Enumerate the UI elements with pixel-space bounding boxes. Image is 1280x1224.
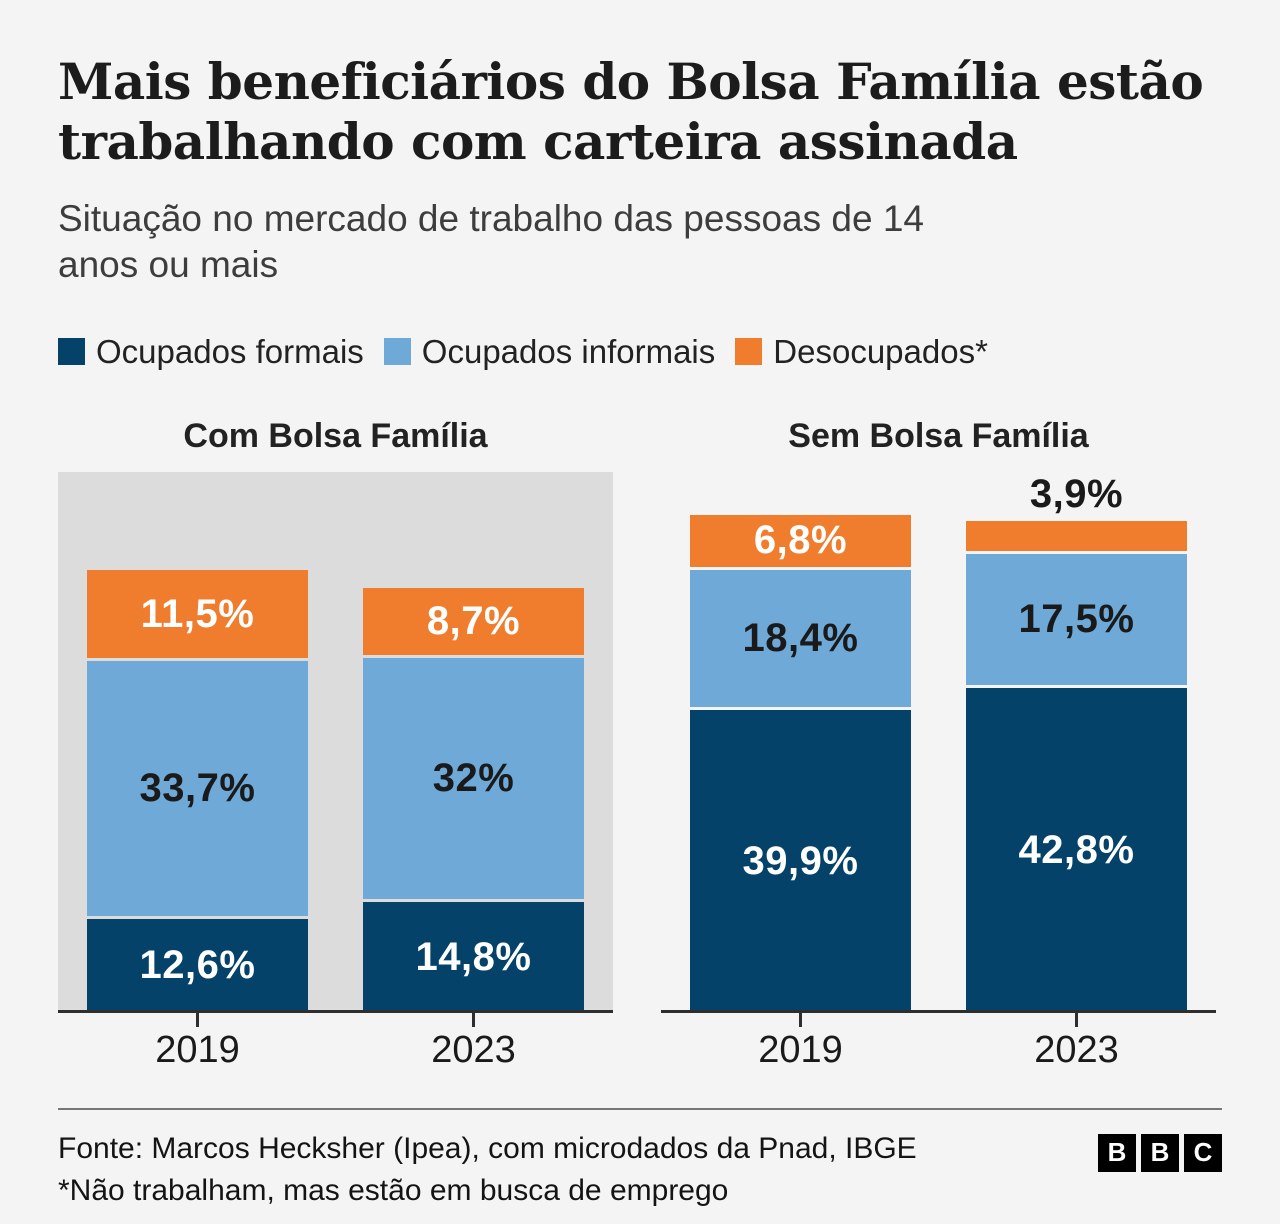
bar-segment: 11,5% [87, 570, 308, 659]
x-axis-label: 2023 [1034, 1028, 1119, 1071]
bars-area: 6,8% 18,4% 39,9% 3,9% 17,5% 42,8% [661, 472, 1216, 1013]
x-axis-label: 2023 [431, 1028, 516, 1071]
bar-segment-label: 17,5% [1018, 597, 1135, 642]
axis-tick [196, 1012, 199, 1027]
bar-segment-label: 18,4% [742, 615, 859, 660]
stacked-bar-2023: 3,9% 17,5% 42,8% [966, 472, 1187, 1013]
legend-label: Ocupados informais [421, 332, 716, 370]
legend: Ocupados formais Ocupados informais Desocu… [58, 333, 1222, 371]
bar-segment-label: 11,5% [140, 591, 255, 636]
x-axis-slot: 2023 [363, 1012, 584, 1072]
source-block: Fonte: Marcos Hecksher (Ipea), com micro… [58, 1128, 917, 1212]
bar-segment-label: 39,9% [742, 838, 859, 883]
chart-plot: 11,5% 33,7% 12,6% 8,7% 32% 14,8% [58, 471, 613, 1013]
bar-segment-label: 6,8% [753, 518, 848, 563]
legend-label: Ocupados formais [96, 332, 364, 370]
bar-segment [966, 521, 1187, 552]
bars-area: 11,5% 33,7% 12,6% 8,7% 32% 14,8% [58, 472, 613, 1013]
page-title-line-2: trabalhando com carteira assinada [58, 112, 1018, 171]
chart-subtitle: Situação no mercado de trabalho das pess… [58, 196, 1222, 289]
legend-item-1: Ocupados formais [58, 333, 364, 371]
chart-group-title: Com Bolsa Família [183, 416, 488, 455]
axis-tick [799, 1012, 802, 1027]
x-axis-slot: 2019 [690, 1012, 911, 1072]
source-divider [58, 1107, 1222, 1110]
bbc-logo-letter-b1: B [1098, 1133, 1136, 1172]
legend-label: Desocupados* [773, 332, 988, 370]
bar-segment: 14,8% [363, 899, 584, 1013]
bar-segment: 32% [363, 654, 584, 900]
chart-group-com-bolsa-familia: Com Bolsa Família 11,5% 33,7% 12,6% 8,7% 32%… [58, 417, 613, 1072]
chart-subtitle-line-2: anos ou mais [58, 244, 279, 286]
chart-subtitle-line-1: Situação no mercado de trabalho das pess… [58, 198, 924, 239]
stacked-bar-2023: 8,7% 32% 14,8% [363, 587, 584, 1013]
bbc-logo-letter-b2: B [1141, 1133, 1179, 1172]
legend-swatch-icon [383, 338, 411, 365]
charts-row: Com Bolsa Família 11,5% 33,7% 12,6% 8,7% 32%… [58, 417, 1222, 1072]
footnote-text: *Não trabalham, mas estão em busca de em… [58, 1173, 729, 1207]
infographic: Mais beneficiários do Bolsa Família estã… [58, 52, 1222, 1072]
bar-segment-label: 3,9% [1029, 472, 1124, 517]
legend-swatch-icon [735, 338, 763, 365]
legend-swatch-icon [58, 338, 85, 365]
legend-item-2: Ocupados informais [383, 332, 716, 371]
bar-segment-label: 32% [432, 755, 515, 800]
bar-segment: 39,9% [690, 707, 911, 1013]
bar-segment-label: 8,7% [426, 598, 521, 643]
bar-segment-label: 42,8% [1018, 827, 1135, 872]
bar-segment: 18,4% [690, 566, 911, 708]
x-axis-labels: 2019 2023 [661, 1012, 1216, 1072]
chart-plot: 6,8% 18,4% 39,9% 3,9% 17,5% 42,8% [661, 472, 1216, 1013]
x-axis-labels: 2019 2023 [58, 1012, 613, 1072]
bar-segment: 12,6% [87, 916, 308, 1013]
source-text: Fonte: Marcos Hecksher (Ipea), com micro… [58, 1131, 917, 1165]
bbc-logo-letter-c: C [1184, 1133, 1222, 1172]
chart-group-title: Sem Bolsa Família [788, 416, 1089, 455]
footer: Fonte: Marcos Hecksher (Ipea), com micro… [0, 1110, 1280, 1212]
x-axis-label: 2019 [758, 1028, 843, 1071]
bar-segment: 33,7% [87, 658, 308, 917]
bar-segment-label: 12,6% [139, 943, 256, 988]
x-axis-slot: 2019 [87, 1012, 308, 1072]
stacked-bar-2019: 6,8% 18,4% 39,9% [690, 514, 911, 1013]
bbc-logo: B B C [1098, 1133, 1222, 1172]
stacked-bar-2019: 11,5% 33,7% 12,6% [87, 570, 308, 1013]
axis-tick [472, 1012, 475, 1027]
x-axis [58, 1009, 613, 1013]
bar-segment: 6,8% [690, 514, 911, 567]
legend-item-3: Desocupados* [735, 333, 988, 371]
bar-segment-label: 33,7% [139, 766, 256, 811]
axis-tick [1075, 1012, 1078, 1027]
bar-segment: 42,8% [966, 685, 1187, 1013]
page-title: Mais beneficiários do Bolsa Família estã… [58, 52, 1222, 172]
chart-group-sem-bolsa-familia: Sem Bolsa Família 6,8% 18,4% 39,9% 3,9% 17,5… [661, 417, 1216, 1072]
bar-segment-label: 14,8% [415, 934, 532, 979]
bar-segment: 17,5% [966, 551, 1187, 686]
x-axis [661, 1009, 1216, 1013]
x-axis-label: 2019 [155, 1028, 240, 1071]
page-title-line-1: Mais beneficiários do Bolsa Família estã… [58, 52, 1204, 111]
bar-segment: 8,7% [363, 587, 584, 655]
x-axis-slot: 2023 [966, 1012, 1187, 1072]
